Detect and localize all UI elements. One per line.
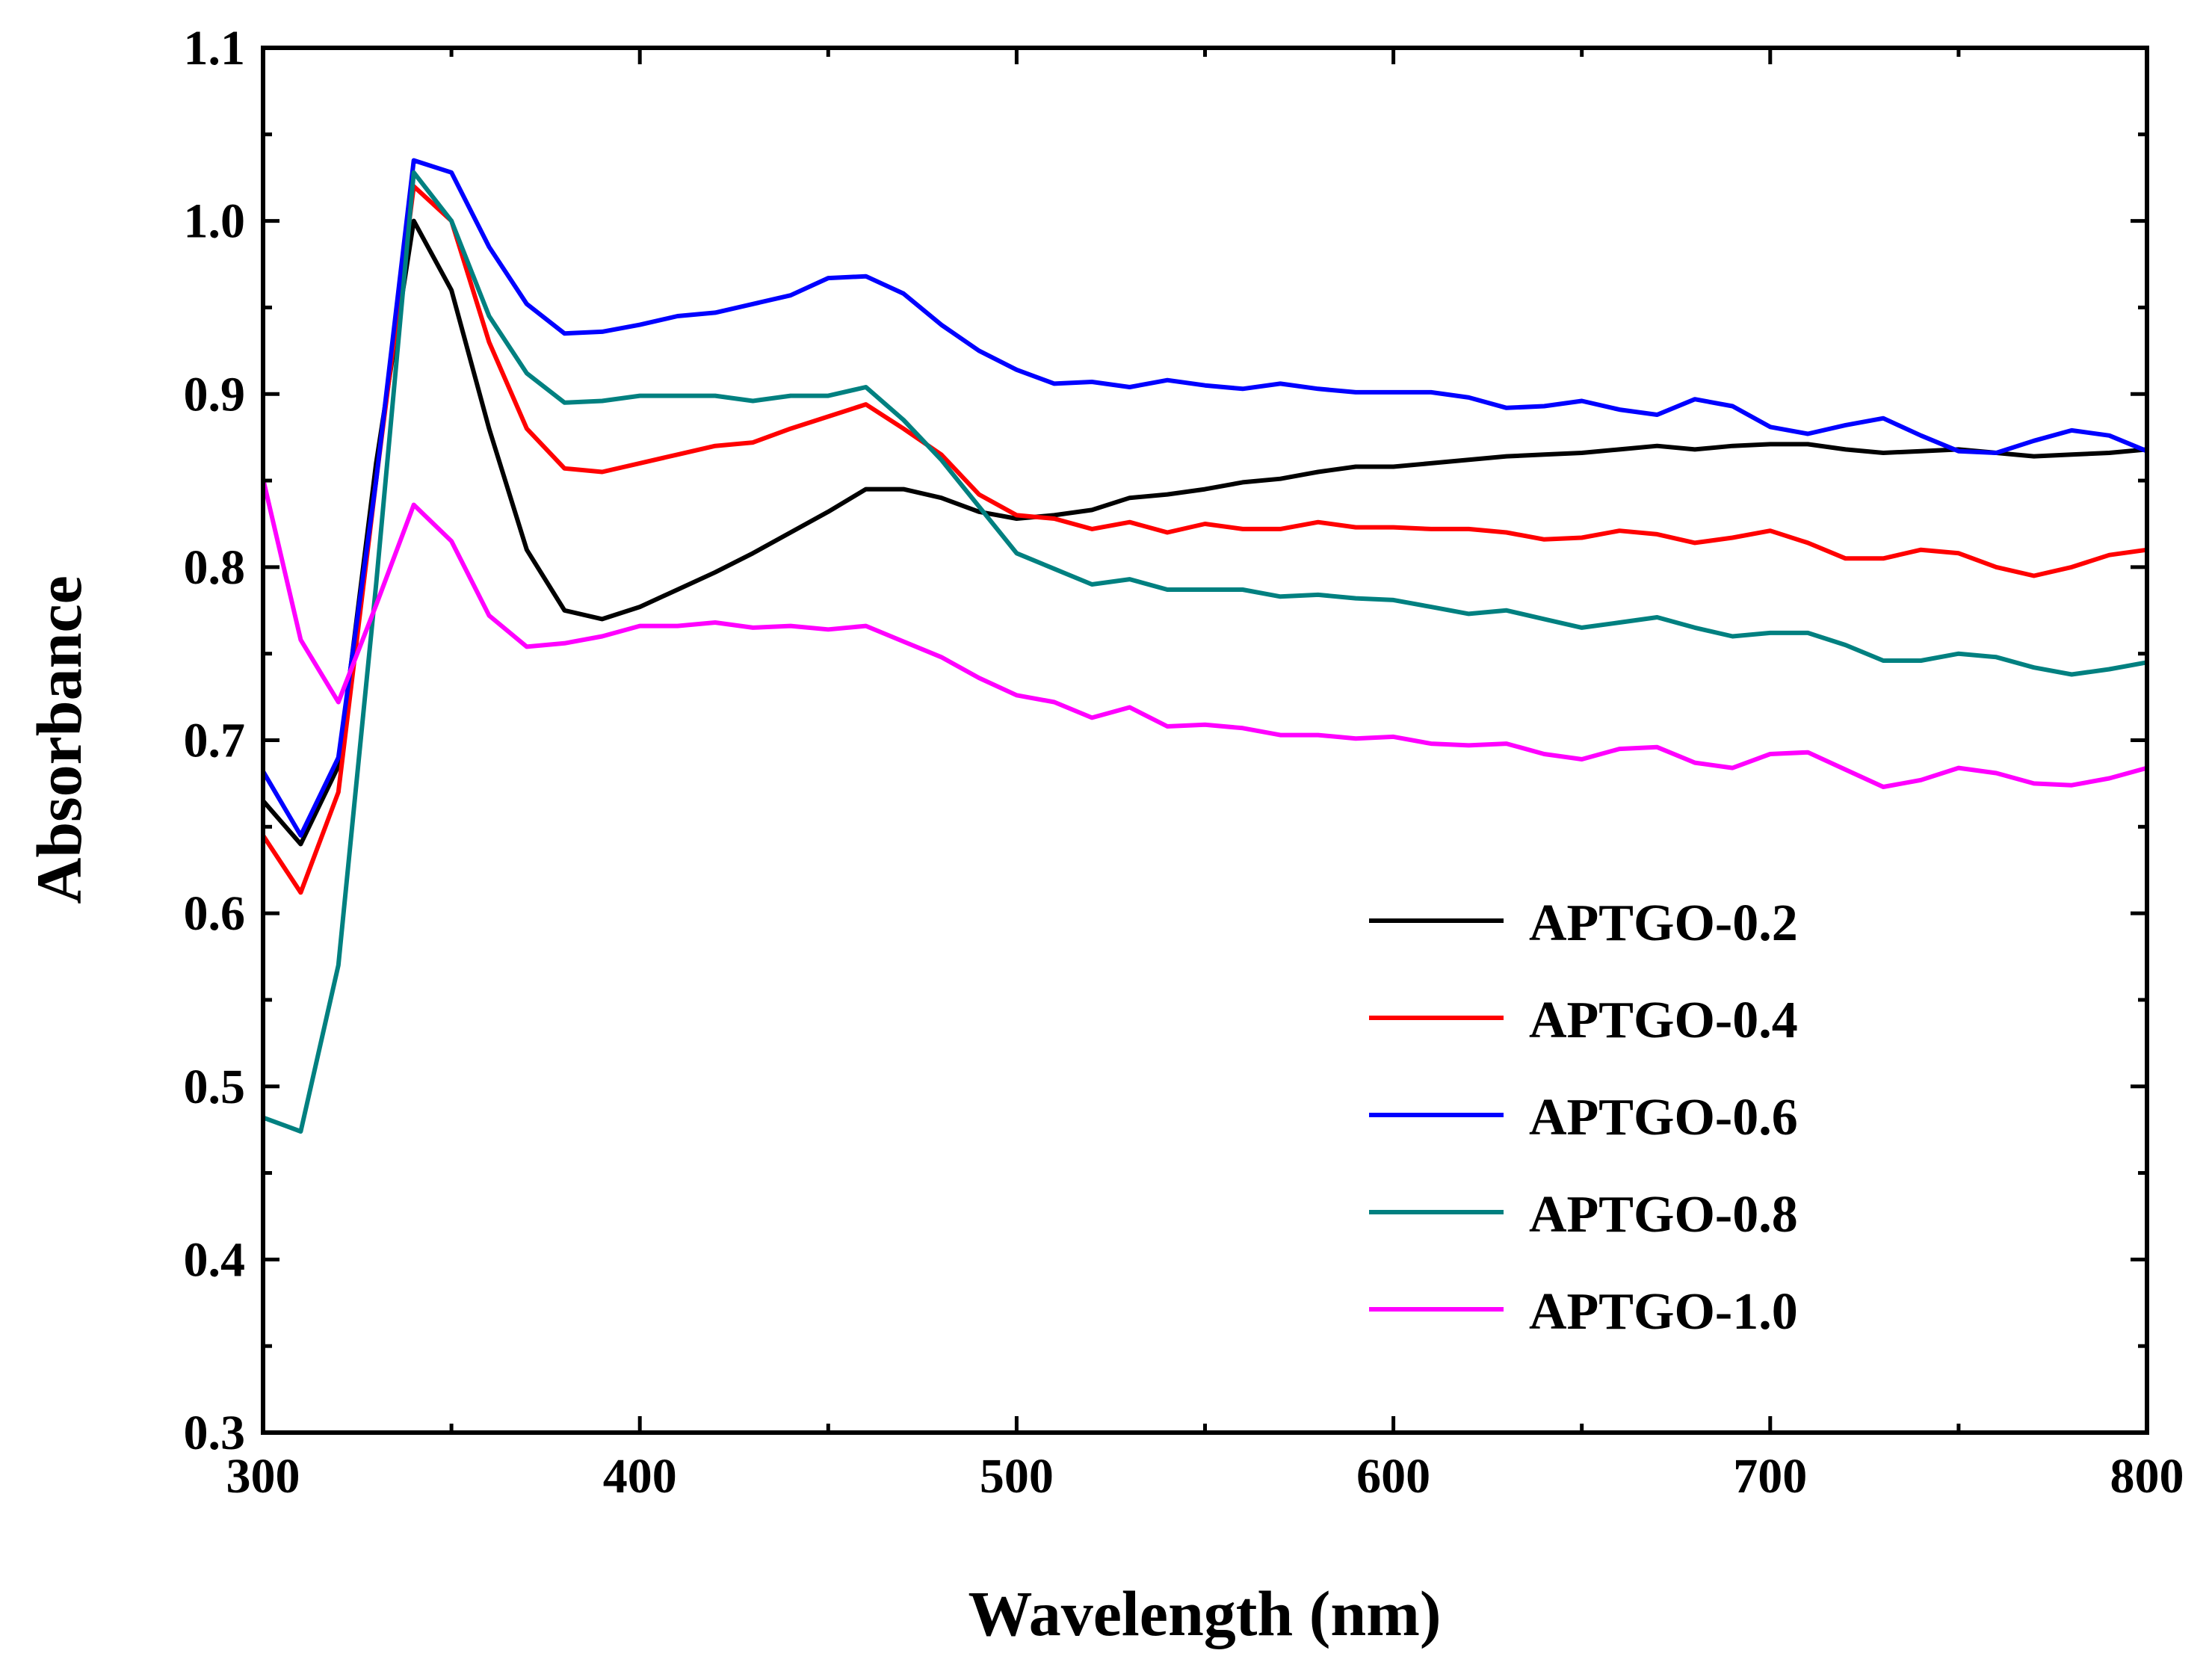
legend-label: APTGO-0.6 [1529, 1089, 1798, 1146]
y-tick-label: 1.1 [184, 21, 246, 75]
y-tick-label: 0.6 [184, 886, 246, 941]
axis-ticks [261, 46, 2149, 1435]
legend-label: APTGO-0.2 [1529, 895, 1798, 952]
y-tick-label: 1.0 [184, 194, 246, 249]
plot-frame [261, 46, 2149, 1435]
x-tick-label: 800 [2110, 1449, 2184, 1504]
legend-label: APTGO-1.0 [1529, 1283, 1798, 1341]
x-axis-title: Wavelength (nm) [968, 1578, 1441, 1649]
y-tick-label: 0.9 [184, 367, 246, 421]
x-tick-labels: 300 400 500 600 700 800 [226, 1449, 2184, 1504]
legend-label: APTGO-0.8 [1529, 1186, 1798, 1244]
series-line-aptgo-0.4 [261, 184, 2149, 895]
y-axis-title: Absorbance [23, 575, 95, 904]
legend-label: APTGO-0.4 [1529, 992, 1798, 1049]
y-tick-label: 0.3 [184, 1406, 246, 1460]
y-tick-label: 0.4 [184, 1232, 246, 1287]
y-tick-label: 0.7 [184, 714, 246, 768]
plot-content [261, 158, 2149, 1134]
y-tick-label: 0.5 [184, 1060, 246, 1114]
series-line-aptgo-0.2 [261, 218, 2149, 847]
y-tick-label: 0.8 [184, 540, 246, 595]
x-tick-label: 700 [1733, 1449, 1807, 1504]
series-line-aptgo-1.0 [261, 476, 2149, 789]
x-tick-label: 600 [1356, 1449, 1430, 1504]
legend: APTGO-0.2 APTGO-0.4 APTGO-0.6 APTGO-0.8 APTG… [1369, 895, 1798, 1341]
series-line-aptgo-0.6 [261, 158, 2149, 838]
series-line-aptgo-0.8 [261, 170, 2149, 1134]
x-tick-label: 500 [980, 1449, 1054, 1504]
y-tick-labels: 0.3 0.4 0.5 0.6 0.7 0.8 0.9 1.0 1.1 [184, 21, 246, 1460]
x-tick-label: 400 [603, 1449, 677, 1504]
x-tick-label: 300 [226, 1449, 300, 1504]
